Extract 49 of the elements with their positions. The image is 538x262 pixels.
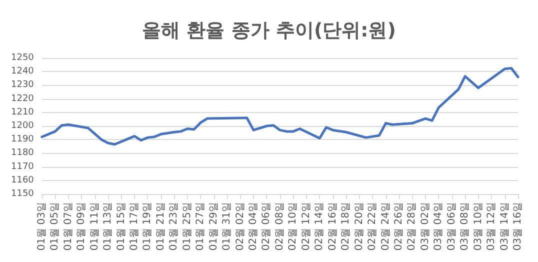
x-tick-label: 01월 27일 bbox=[195, 202, 206, 251]
y-tick-label: 1190 bbox=[11, 134, 34, 145]
y-tick-label: 1180 bbox=[11, 148, 34, 158]
x-tick-label: 02월 14일 bbox=[314, 202, 326, 251]
x-tick-label: 03월 16일 bbox=[512, 202, 524, 251]
y-tick-label: 1240 bbox=[11, 66, 34, 77]
x-tick-label: 02월 06일 bbox=[261, 202, 272, 251]
x-tick-label: 03월 04일 bbox=[433, 202, 444, 251]
x-tick-label: 03월 10일 bbox=[472, 202, 484, 251]
x-tick-label: 02월 02일 bbox=[234, 202, 246, 251]
x-tick-label: 01월 13일 bbox=[102, 202, 114, 251]
x-tick-label: 02월 22일 bbox=[367, 202, 378, 251]
x-tick-label: 01월 31일 bbox=[222, 202, 233, 251]
x-tick-label: 02월 10일 bbox=[288, 202, 299, 251]
y-tick-label: 1220 bbox=[11, 94, 34, 104]
x-tick-label: 03월 14일 bbox=[499, 202, 510, 251]
x-tick-label: 01월 17일 bbox=[128, 202, 140, 251]
x-tick-label: 01월 25일 bbox=[182, 202, 193, 251]
x-tick-label: 02월 12일 bbox=[300, 202, 312, 251]
y-tick-label: 1150 bbox=[11, 189, 34, 199]
x-tick-label: 03월 12일 bbox=[486, 202, 498, 251]
x-tick-label: 02월 26일 bbox=[393, 202, 404, 251]
x-tick-label: 01월 05일 bbox=[50, 202, 61, 251]
x-tick-label: 02월 04일 bbox=[248, 202, 259, 251]
x-tick-label: 02월 24일 bbox=[380, 202, 392, 251]
y-tick-label: 1160 bbox=[11, 175, 34, 186]
chart-title: 올해 환율 종가 추이(단위:원) bbox=[142, 20, 396, 42]
x-tick-label: 01월 19일 bbox=[142, 202, 154, 251]
x-tick-label: 02월 28일 bbox=[406, 202, 418, 251]
x-tick-label: 02월 16일 bbox=[327, 202, 338, 251]
x-tick-label: 03월 06일 bbox=[446, 202, 458, 251]
x-tick-label: 01월 03일 bbox=[36, 202, 48, 251]
x-tick-label: 03월 08일 bbox=[460, 202, 471, 251]
y-tick-label: 1210 bbox=[11, 107, 34, 118]
x-tick-label: 02월 18일 bbox=[340, 202, 352, 251]
x-tick-label: 01월 21일 bbox=[155, 202, 166, 251]
y-tick-label: 1230 bbox=[11, 80, 34, 90]
y-tick-label: 1250 bbox=[11, 53, 34, 63]
x-tick-label: 01월 09일 bbox=[76, 202, 88, 251]
y-tick-label: 1200 bbox=[11, 121, 34, 131]
x-tick-label: 01월 11일 bbox=[89, 202, 100, 251]
x-tick-label: 02월 08일 bbox=[274, 202, 286, 251]
y-tick-label: 1170 bbox=[11, 162, 34, 172]
x-tick-label: 02월 20일 bbox=[354, 202, 365, 251]
x-tick-label: 01월 23일 bbox=[168, 202, 180, 251]
x-tick-label: 01월 29일 bbox=[208, 202, 220, 251]
x-tick-label: 01월 15일 bbox=[116, 202, 127, 251]
x-tick-label: 03월 02일 bbox=[420, 202, 431, 251]
x-tick-label: 01월 07일 bbox=[62, 202, 74, 251]
